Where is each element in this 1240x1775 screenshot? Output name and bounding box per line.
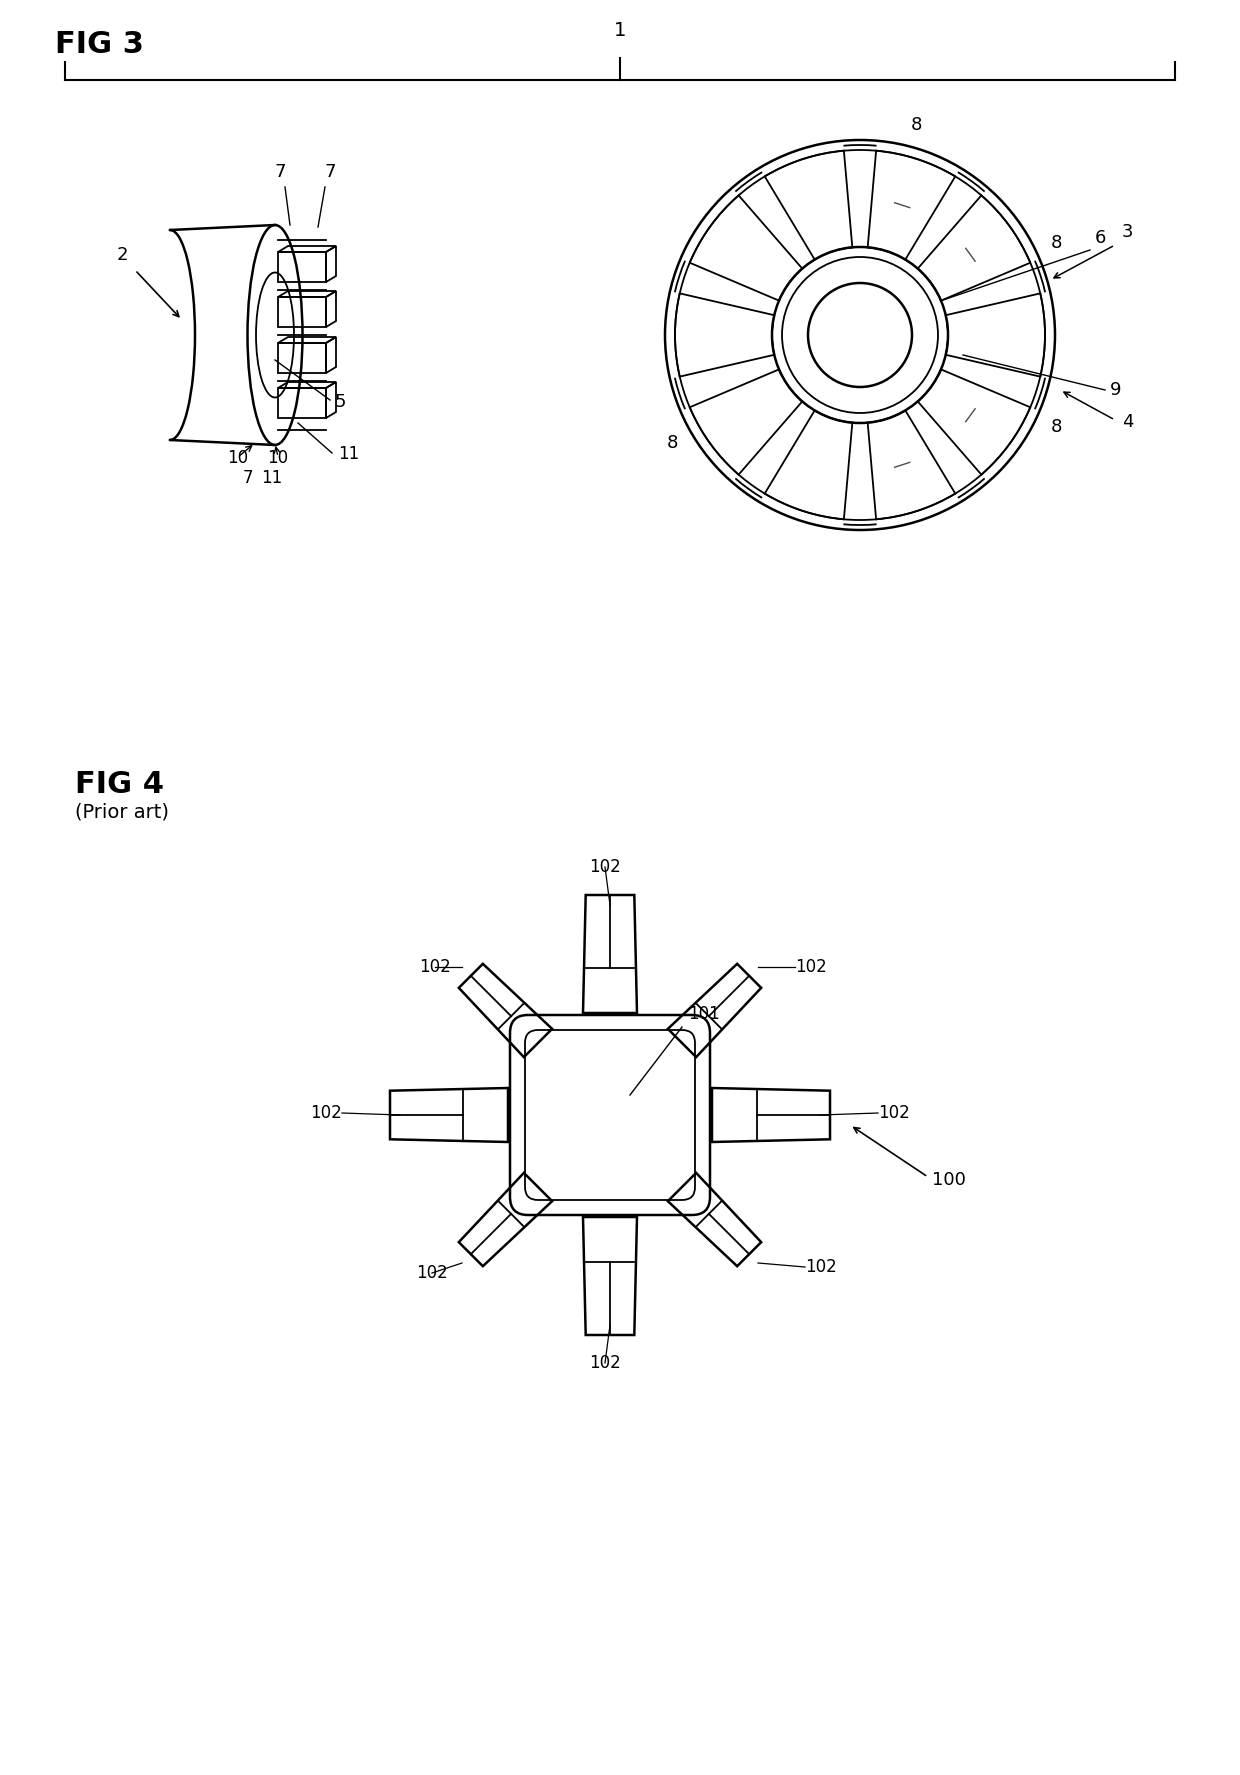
- Text: (Prior art): (Prior art): [74, 802, 169, 822]
- Text: 2: 2: [117, 247, 128, 264]
- Text: 10: 10: [227, 449, 248, 467]
- Text: 8: 8: [666, 435, 678, 453]
- Text: 102: 102: [419, 959, 451, 976]
- Text: 4: 4: [1122, 414, 1133, 431]
- Text: 8: 8: [910, 117, 921, 135]
- Text: 9: 9: [1110, 382, 1121, 399]
- Text: 101: 101: [688, 1005, 719, 1022]
- Text: FIG 4: FIG 4: [74, 770, 164, 799]
- Text: 8: 8: [1052, 417, 1063, 435]
- Text: 11: 11: [262, 469, 283, 486]
- Text: 3: 3: [1122, 224, 1133, 241]
- Text: 102: 102: [878, 1104, 910, 1122]
- Text: 5: 5: [335, 392, 346, 412]
- Text: 10: 10: [268, 449, 289, 467]
- Text: 102: 102: [805, 1258, 837, 1276]
- Text: 1: 1: [614, 21, 626, 41]
- Text: 102: 102: [310, 1104, 342, 1122]
- Text: 102: 102: [417, 1264, 448, 1282]
- Text: 100: 100: [932, 1172, 966, 1189]
- Text: FIG 3: FIG 3: [55, 30, 144, 59]
- Text: 102: 102: [795, 959, 827, 976]
- Text: 102: 102: [589, 857, 621, 877]
- Text: 7: 7: [324, 163, 336, 181]
- Text: 7: 7: [274, 163, 285, 181]
- Text: 6: 6: [1095, 229, 1106, 247]
- Text: 8: 8: [1052, 234, 1063, 252]
- Text: 7: 7: [243, 469, 253, 486]
- Text: 102: 102: [589, 1354, 621, 1372]
- Text: 11: 11: [339, 446, 360, 463]
